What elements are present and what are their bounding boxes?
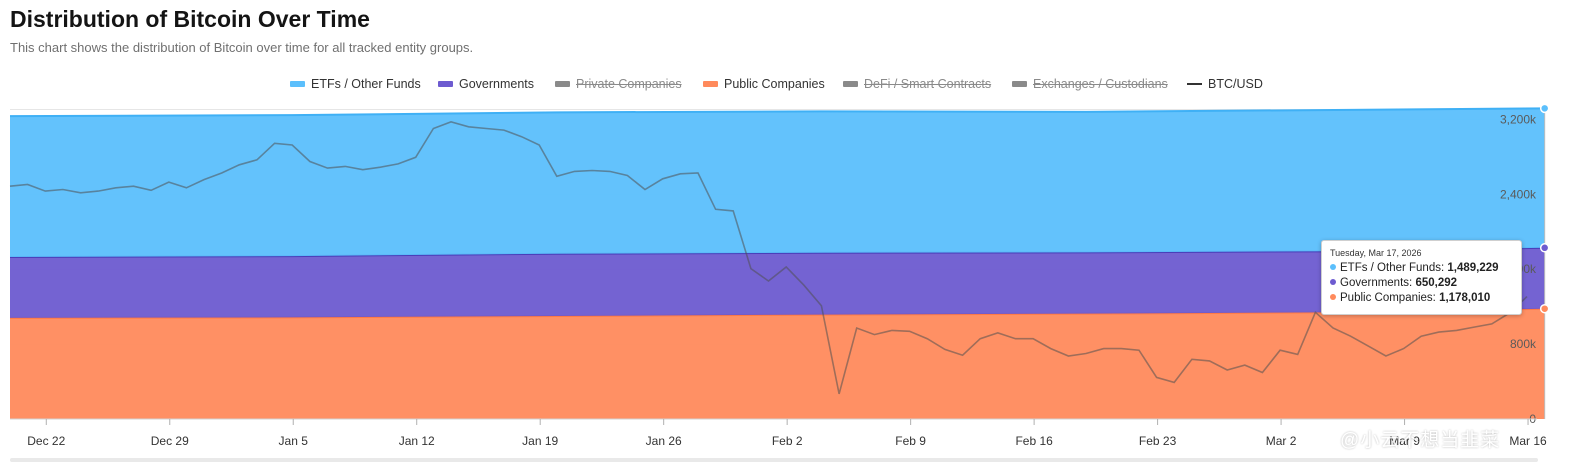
legend-swatch-icon bbox=[1187, 83, 1202, 85]
x-tick-label: Feb 23 bbox=[1139, 434, 1177, 448]
tooltip-label: Public Companies: bbox=[1340, 292, 1436, 304]
x-tick-label: Jan 5 bbox=[279, 434, 309, 448]
page-title: Distribution of Bitcoin Over Time bbox=[10, 6, 370, 32]
x-tick-label: Feb 2 bbox=[772, 434, 803, 448]
area-governments bbox=[10, 247, 1545, 318]
legend-swatch-icon bbox=[843, 81, 858, 87]
legend-swatch-icon bbox=[438, 81, 453, 87]
x-tick-label: Dec 29 bbox=[151, 434, 189, 448]
area-public-companies bbox=[10, 308, 1545, 419]
legend-item[interactable]: Public Companies bbox=[703, 75, 825, 93]
legend-swatch-icon bbox=[290, 81, 305, 87]
btc-usd-line bbox=[9, 121, 1528, 395]
chart-legend: ETFs / Other Funds Governments Private Com… bbox=[0, 75, 1569, 93]
area-edge-line bbox=[9, 107, 1545, 118]
hover-point bbox=[1539, 103, 1550, 114]
legend-item[interactable]: Exchanges / Custodians bbox=[1012, 75, 1168, 93]
legend-item[interactable]: Governments bbox=[438, 75, 534, 93]
tooltip-value: 1,178,010 bbox=[1439, 292, 1491, 304]
legend-label: ETFs / Other Funds bbox=[311, 77, 421, 91]
legend-swatch-icon bbox=[1012, 81, 1027, 87]
x-tick-label: Mar 9 bbox=[1389, 434, 1420, 448]
x-tick-label: Jan 12 bbox=[399, 434, 435, 448]
hover-point bbox=[1539, 303, 1550, 314]
x-tick-label: Feb 9 bbox=[895, 434, 926, 448]
tooltip-row-public-companies: Public Companies: 1,178,010 bbox=[1330, 291, 1513, 306]
watermark: @小云不想当韭菜 bbox=[1340, 430, 1501, 451]
tooltip-row-etfs: ETFs / Other Funds: 1,489,229 bbox=[1330, 261, 1513, 276]
tooltip-label: ETFs / Other Funds: bbox=[1340, 262, 1445, 274]
range-scrollbar[interactable] bbox=[10, 458, 1538, 462]
y-tick-label: 2,400k bbox=[1500, 187, 1537, 201]
legend-item[interactable]: BTC/USD bbox=[1187, 75, 1263, 93]
x-tick-label: Feb 16 bbox=[1015, 434, 1053, 448]
legend-label: Exchanges / Custodians bbox=[1033, 77, 1168, 91]
page-subtitle: This chart shows the distribution of Bit… bbox=[10, 40, 474, 55]
y-tick-label: 3,200k bbox=[1500, 112, 1537, 126]
x-tick-label: Jan 26 bbox=[646, 434, 682, 448]
legend-label: BTC/USD bbox=[1208, 77, 1263, 91]
series-dot-icon bbox=[1330, 279, 1336, 285]
legend-label: Governments bbox=[459, 77, 535, 91]
tooltip-label: Governments: bbox=[1340, 277, 1413, 289]
hover-point bbox=[1539, 243, 1550, 253]
plot-top-border bbox=[10, 109, 1538, 110]
tooltip-value: 650,292 bbox=[1415, 277, 1458, 289]
legend-item[interactable]: DeFi / Smart Contracts bbox=[843, 75, 991, 93]
legend-swatch-icon bbox=[703, 81, 718, 87]
tooltip-value: 1,489,229 bbox=[1447, 262, 1499, 274]
tooltip-row-governments: Governments: 650,292 bbox=[1330, 276, 1513, 291]
legend-item[interactable]: ETFs / Other Funds bbox=[290, 75, 421, 93]
y-tick-label: 800k bbox=[1510, 337, 1537, 351]
legend-item[interactable]: Private Companies bbox=[555, 75, 682, 93]
x-tick-label: Mar 16 bbox=[1509, 434, 1547, 448]
x-tick-label: Dec 22 bbox=[27, 434, 65, 448]
chart-tooltip: Tuesday, Mar 17, 2026 ETFs / Other Funds… bbox=[1321, 240, 1522, 315]
tooltip-date: Tuesday, Mar 17, 2026 bbox=[1330, 248, 1422, 258]
legend-swatch-icon bbox=[555, 81, 570, 87]
series-dot-icon bbox=[1330, 264, 1336, 270]
x-tick-label: Jan 19 bbox=[522, 434, 558, 448]
legend-label: Private Companies bbox=[576, 77, 682, 91]
legend-label: Public Companies bbox=[724, 77, 825, 91]
area-etfs-other-funds bbox=[10, 108, 1545, 258]
x-tick-label: Mar 2 bbox=[1266, 434, 1297, 448]
series-dot-icon bbox=[1330, 294, 1336, 300]
legend-label: DeFi / Smart Contracts bbox=[864, 77, 992, 91]
